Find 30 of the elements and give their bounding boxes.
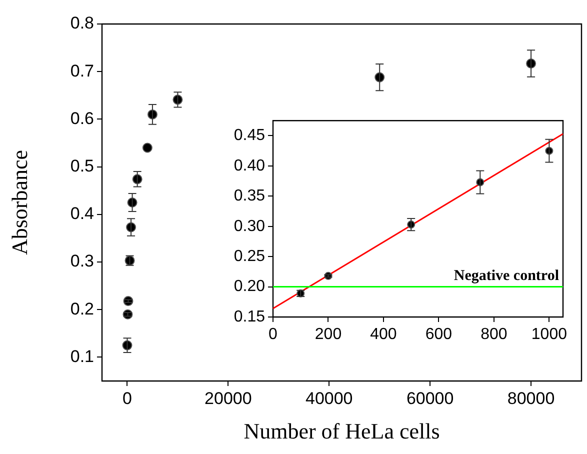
x-tick-label: 600	[425, 326, 452, 344]
y-tick-label: 0.1	[70, 346, 94, 366]
y-tick-label: 0.3	[70, 252, 94, 271]
x-tick-label: 80000	[507, 388, 555, 408]
y-tick-label: 0.40	[234, 157, 266, 174]
x-tick-label: 60000	[406, 388, 454, 408]
x-axis-title: Number of HeLa cells	[244, 418, 440, 444]
y-tick-label: 0.30	[234, 218, 266, 235]
x-tick-label: 1000	[531, 326, 568, 344]
ref-line-label: Negative control	[454, 268, 559, 284]
y-tick-label: 0.4	[70, 204, 94, 224]
y-axis-title: Absorbance	[6, 150, 32, 256]
x-tick-label: 20000	[204, 388, 252, 408]
y-tick-label: 0.8	[70, 14, 94, 33]
y-tick-label: 0.45	[234, 127, 266, 144]
y-tick-label: 0.25	[234, 248, 266, 265]
point	[142, 142, 152, 153]
x-tick-label: 0	[122, 388, 132, 408]
y-tick-label: 0.2	[70, 299, 94, 318]
x-tick-label: 800	[480, 326, 508, 344]
y-tick-label: 0.15	[234, 308, 266, 326]
y-tick-label: 0.35	[234, 188, 266, 205]
x-tick-label: 0	[268, 326, 278, 344]
y-tick-label: 0.7	[70, 61, 94, 80]
x-tick-label: 40000	[305, 388, 353, 408]
y-tick-label: 0.20	[234, 278, 266, 296]
y-tick-label: 0.6	[70, 108, 94, 128]
x-tick-label: 400	[370, 326, 397, 344]
x-tick-label: 200	[314, 326, 342, 344]
y-tick-label: 0.5	[70, 156, 94, 176]
